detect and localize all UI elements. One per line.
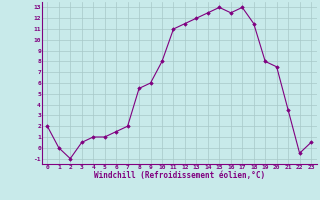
X-axis label: Windchill (Refroidissement éolien,°C): Windchill (Refroidissement éolien,°C) [94,171,265,180]
